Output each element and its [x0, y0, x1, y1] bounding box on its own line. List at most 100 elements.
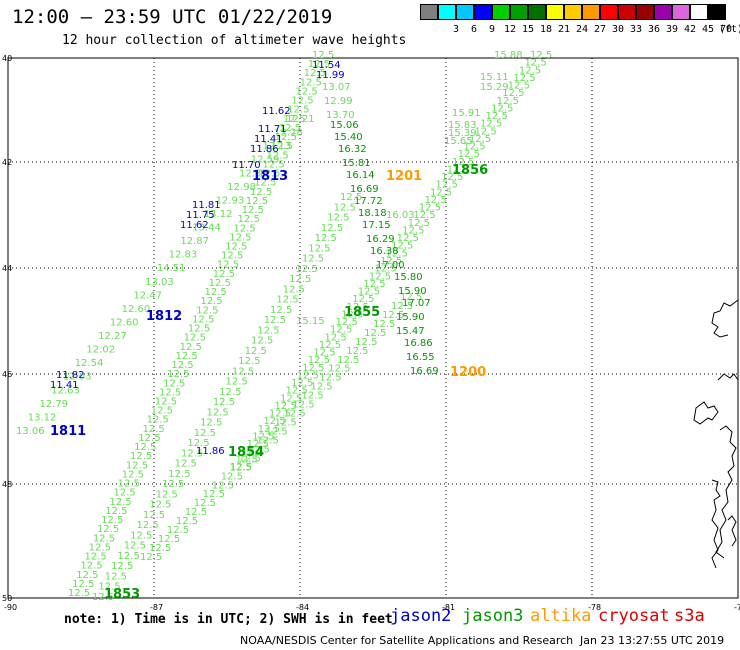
legend-entry-altika: altika: [530, 606, 592, 626]
track-clutter: 12.5: [187, 438, 209, 449]
wave-height-label: 12.28: [274, 128, 303, 139]
colorbar-label: 39: [665, 24, 679, 35]
wave-height-label: 11.70: [232, 160, 261, 171]
colorbar-swatch: [618, 4, 636, 20]
track-clutter: 12.5: [236, 454, 258, 465]
track-clutter: 12.5: [137, 520, 159, 531]
track-clutter: 12.5: [167, 525, 189, 536]
track-clutter: 12.5: [491, 103, 513, 114]
track-clutter: 12.5: [245, 346, 267, 357]
track-clutter: 12.5: [225, 241, 247, 252]
track-clutter: 12.5: [287, 105, 309, 116]
lat-tick-label: 46: [2, 370, 12, 379]
colorbar-label: 45: [701, 24, 715, 35]
lat-tick-label: 42: [2, 158, 12, 167]
track-clutter: 12.5: [134, 442, 156, 453]
wave-height-label: 12.79: [39, 399, 68, 410]
wave-height-label: 13.06: [16, 426, 45, 437]
wave-height-label: 11.41: [50, 380, 79, 391]
track-clutter: 12.5: [217, 260, 239, 271]
colorbar-label: 9: [488, 24, 496, 35]
track-clutter: 12.5: [330, 325, 352, 336]
wave-height-label: 15.06: [330, 120, 359, 131]
map-frame: [7, 57, 739, 599]
track-clutter: 12.5: [301, 391, 323, 402]
track-clutter: 12.5: [419, 203, 441, 214]
track-clutter: 12.5: [238, 356, 260, 367]
track-clutter: 12.5: [524, 58, 546, 69]
time-label: 1855: [344, 305, 380, 320]
track-clutter: 12.5: [295, 86, 317, 97]
wave-height-label: 13.70: [326, 110, 355, 121]
wave-height-label: 13.12: [204, 209, 233, 220]
colorbar-label: 15: [521, 24, 535, 35]
track-clutter: 12.5: [248, 444, 270, 455]
track-clutter: 12.5: [463, 142, 485, 153]
credit-line: NOAA/NESDIS Center for Satellite Applica…: [240, 634, 574, 647]
wave-height-label: 12.03: [63, 372, 92, 383]
track-clutter: 12.5: [480, 119, 502, 130]
track-clutter: 12.5: [101, 515, 123, 526]
track-clutter: 12.5: [283, 284, 305, 295]
page-title: 12:00 – 23:59 UTC 01/22/2019: [12, 6, 333, 28]
wave-height-label: 17.00: [376, 260, 405, 271]
track-clutter: 12.5: [221, 251, 243, 262]
track-clutter: 12.5: [185, 507, 207, 518]
wave-height-label: 16.32: [338, 144, 367, 155]
track-clutter: 12.5: [380, 256, 402, 267]
track-clutter: 12.5: [513, 73, 535, 84]
track-clutter: 12.5: [274, 401, 296, 412]
track-clutter: 12.5: [315, 233, 337, 244]
track-clutter: 12.5: [319, 340, 341, 351]
colorbar-swatch: [600, 4, 618, 20]
colorbar-label: 30: [611, 24, 625, 35]
track-clutter: 12.5: [239, 453, 261, 464]
track-clutter: 12.5: [279, 123, 301, 134]
track-clutter: 12.5: [117, 551, 139, 562]
wave-height-label: 15.90: [396, 312, 425, 323]
track-clutter: 12.5: [337, 355, 359, 366]
wave-height-label: 12.60: [110, 317, 139, 328]
wave-height-label: 15.81: [342, 158, 371, 169]
wave-height-label: 12.54: [75, 358, 104, 369]
track-clutter: 12.5: [300, 77, 322, 88]
track-clutter: 12.5: [340, 192, 362, 203]
track-clutter: 12.5: [486, 111, 508, 122]
wave-height-label: 12.63: [51, 385, 80, 396]
track-clutter: 12.5: [126, 460, 148, 471]
track-clutter: 12.5: [130, 451, 152, 462]
colorbar-swatch: [672, 4, 690, 20]
lon-tick-label: -78: [588, 603, 601, 612]
lon-tick-label: -75: [734, 603, 740, 612]
altimeter-tracks: 12.512.512.512.512.512.512.512.512.512.5…: [16, 50, 552, 603]
track-clutter: 12.5: [402, 225, 424, 236]
wave-height-label: 15.83: [448, 120, 477, 131]
legend-entry-s3a: s3a: [674, 606, 705, 626]
track-clutter: 12.5: [89, 542, 111, 553]
colorbar-swatch: [420, 4, 438, 20]
track-clutter: 12.5: [246, 196, 268, 207]
track-clutter: 12.5: [274, 418, 296, 429]
track-clutter: 12.5: [151, 406, 173, 417]
track-clutter: 12.5: [374, 264, 396, 275]
track-clutter: 12.5: [181, 448, 203, 459]
track-clutter: 12.5: [105, 506, 127, 517]
colorbar-label: 6: [470, 24, 478, 35]
wave-height-label: 13.03: [145, 277, 174, 288]
track-clutter: 12.5: [319, 373, 341, 384]
wave-height-label: 11.86: [196, 446, 225, 457]
track-clutter: 12.5: [241, 447, 263, 458]
wave-height-label: 12.59: [251, 155, 280, 166]
legend-entry-cryosat: cryosat: [598, 606, 670, 626]
colorbar-swatch: [438, 4, 456, 20]
wave-height-label: 12.60: [122, 304, 151, 315]
lat-tick-label: 40: [2, 54, 12, 63]
lon-tick-label: -87: [150, 603, 163, 612]
track-clutter: 12.5: [118, 479, 140, 490]
track-clutter: 12.5: [327, 213, 349, 224]
track-clutter: 12.5: [213, 397, 235, 408]
colorbar-swatch: [474, 4, 492, 20]
wave-height-label: 11.54: [312, 60, 341, 71]
track-clutter: 12.5: [180, 342, 202, 353]
track-clutter: 12.5: [336, 317, 358, 328]
